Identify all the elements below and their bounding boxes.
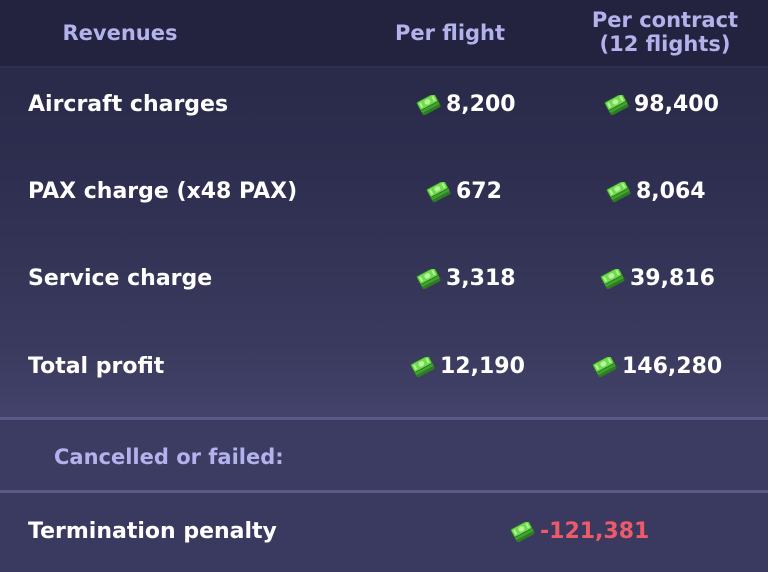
amount-value: 672 (456, 179, 502, 204)
table-header: Revenues Per flight Per contract (12 fli… (0, 0, 768, 68)
money-icon (416, 269, 442, 289)
total-profit-per-flight: 12,190 (410, 354, 525, 380)
row-label-pax-charge: PAX charge (x48 PAX) (28, 179, 298, 204)
pax-charge-per-contract: 8,064 (606, 179, 706, 205)
money-icon (410, 357, 436, 377)
cancel-section-title: Cancelled or failed: (54, 445, 284, 469)
money-icon (426, 182, 452, 202)
header-per-flight: Per flight (394, 21, 506, 45)
money-icon (606, 182, 632, 202)
aircraft-charges-per-contract: 98,400 (604, 92, 719, 118)
termination-penalty-amount: -121,381 (510, 519, 649, 545)
money-icon (592, 357, 618, 377)
amount-value: 39,816 (630, 266, 715, 291)
penalty-value: -121,381 (540, 519, 650, 544)
header-per-contract-line2: (12 flights) (599, 32, 731, 56)
service-charge-per-contract: 39,816 (600, 266, 715, 292)
header-per-contract: Per contract (12 flights) (570, 8, 760, 56)
amount-value: 8,200 (446, 92, 516, 117)
money-icon (416, 95, 442, 115)
header-per-contract-line1: Per contract (591, 8, 739, 32)
row-label-termination-penalty: Termination penalty (28, 519, 277, 544)
section-divider (0, 417, 768, 420)
amount-value: 8,064 (636, 179, 706, 204)
aircraft-charges-per-flight: 8,200 (416, 92, 516, 118)
money-icon (600, 269, 626, 289)
row-label-total-profit: Total profit (28, 354, 165, 379)
cancel-section-band (0, 420, 768, 490)
pax-charge-per-flight: 672 (426, 179, 502, 205)
penalty-band (0, 493, 768, 572)
money-icon (510, 522, 536, 542)
section-divider (0, 490, 768, 493)
service-charge-per-flight: 3,318 (416, 266, 516, 292)
amount-value: 12,190 (440, 354, 525, 379)
header-revenues: Revenues (62, 21, 178, 45)
amount-value: 3,318 (446, 266, 516, 291)
total-profit-per-contract: 146,280 (592, 354, 722, 380)
money-icon (604, 95, 630, 115)
row-label-service-charge: Service charge (28, 266, 213, 291)
amount-value: 146,280 (622, 354, 723, 379)
amount-value: 98,400 (634, 92, 719, 117)
row-label-aircraft-charges: Aircraft charges (28, 92, 229, 117)
